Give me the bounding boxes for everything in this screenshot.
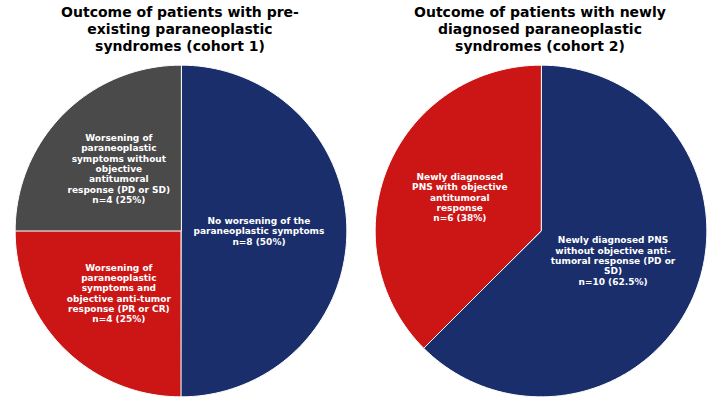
html-text:Outcome of patients with newly: Outcome of patients with newly diagnosed… <box>414 4 666 54</box>
svg-text:No worsening of theparaneoplas: No worsening of theparaneoplastic sympto… <box>193 216 324 247</box>
svg-text:Worsening ofparaneoplasticsymp: Worsening ofparaneoplasticsymptoms andob… <box>66 263 171 325</box>
html-text:Outcome of patients with pre-: Outcome of patients with pre- existing p… <box>61 4 299 54</box>
svg-text:Newly diagnosedPNS with object: Newly diagnosedPNS with objectiveantitum… <box>412 172 508 223</box>
svg-text:Newly diagnosed PNSwithout obj: Newly diagnosed PNSwithout objective ant… <box>550 235 675 286</box>
svg-text:Worsening ofparaneoplasticsymp: Worsening ofparaneoplasticsymptoms witho… <box>67 133 170 205</box>
